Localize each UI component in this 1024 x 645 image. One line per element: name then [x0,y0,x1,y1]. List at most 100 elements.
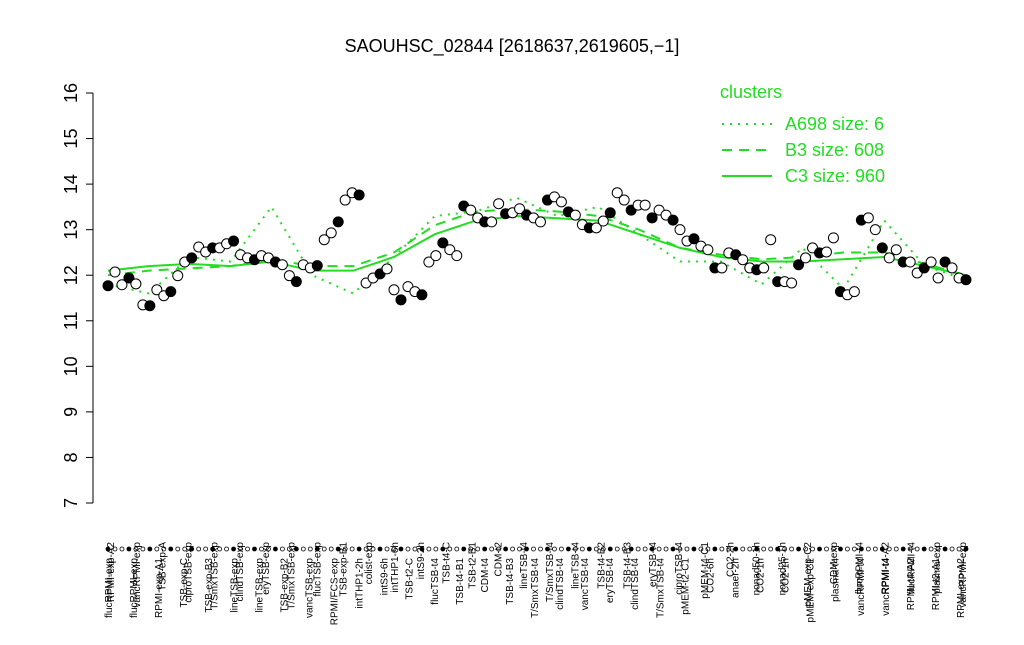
bottom-label: T/SmxTSB-t4 [530,558,541,618]
point [960,274,972,286]
bottom-label: pMEM-exp-C1 [806,558,817,623]
point [820,246,832,258]
sample-dot [789,546,795,552]
bottom-label: TSB-t4-B1 [455,558,466,605]
legend-label: C3 size: 960 [785,166,885,186]
sample-dot [461,546,467,552]
top-label: pMEM-t4-C1 [700,542,711,599]
bottom-label: TSB-exp-C [179,558,190,607]
sample-dot [384,546,390,552]
point [116,279,128,291]
point [123,272,135,284]
point [283,270,295,282]
sample-dot [538,546,543,552]
sample-dot [314,546,320,552]
sample-dot [928,546,934,552]
sample-dot [963,546,969,552]
sample-dot [370,546,376,552]
point [639,199,651,211]
sample-dot [405,546,411,552]
top-label: intTHP1-6h [390,542,401,593]
sample-dot [698,546,704,552]
sample-dot [259,546,264,552]
point [423,256,435,268]
point [444,244,456,256]
point [165,286,177,298]
sample-dot [154,546,160,552]
point [130,278,142,290]
top-label: colist-exp [364,542,375,585]
y-tick-label: 15 [61,129,81,149]
top-label: clindTSB-exp [235,542,246,602]
point [932,272,944,284]
y-tick-label: 7 [61,498,81,508]
point [151,284,163,296]
point [395,294,407,306]
sample-dot [266,546,271,552]
sample-dot [489,546,495,552]
sample-dot [356,546,362,552]
sample-dot [851,546,857,552]
sample-dot [349,546,355,552]
y-tick-label: 12 [61,265,81,285]
bottom-label: pMEM-t2-C1 [680,558,691,615]
sample-dot [670,546,676,552]
sample-dot [845,546,850,552]
sample-dot [391,546,397,552]
bottom-label: vancRPMI-t4 [881,558,892,616]
sample-dot [377,546,383,552]
sample-dot [112,546,118,552]
point [311,260,323,272]
sample-dot [196,546,202,552]
point [437,237,449,249]
point [388,284,400,296]
sample-dot [886,546,892,552]
sample-dot [398,546,404,552]
sample-dot [321,546,327,552]
top-label: eryTSB-exp [261,542,272,595]
sample-dot [719,546,725,552]
point [597,215,609,227]
sample-dot [677,546,683,552]
point [674,224,686,236]
legend-title: clusters [720,82,782,102]
sample-dot [307,546,313,552]
sample-dot [245,546,250,552]
point [144,300,156,312]
sample-dot [231,546,236,552]
sample-dot [426,546,432,552]
sample-dot [531,546,536,552]
point [228,235,240,247]
y-tick-label: 8 [61,452,81,462]
sample-dot [300,546,306,552]
sample-dot [796,546,801,552]
point [688,233,700,245]
bottom-label: lineTSB-exp [254,558,265,613]
bottom-label: T/SmxTSB-t4 [655,558,666,618]
sample-dot [921,546,927,552]
sample-dot [879,546,885,552]
bottom-label: RPMI-t4-A2 [906,558,917,611]
point [353,189,365,201]
sample-dot [203,546,209,552]
sample-dot [503,546,509,552]
point [786,277,798,289]
sample-dot [656,546,662,552]
sample-dot [524,546,529,552]
point [702,244,714,256]
sample-dot [775,546,781,552]
bottom-label: RPMI-exp-A2 [956,558,967,618]
top-label: CDM-t2 [493,542,504,577]
sample-dot [831,546,836,552]
top-label: ciproTSB-exp [183,542,194,603]
sample-dot [593,546,599,552]
point [186,252,198,264]
point [604,207,616,219]
sample-dot [663,546,669,552]
sample-dot [872,546,878,552]
sample-dot [126,546,132,552]
top-label: nonad25-1h [777,542,788,595]
top-label: TSB-exp-B1 [338,542,349,597]
cluster-line [107,196,967,295]
bottom-label: anaer-2h [730,558,741,598]
